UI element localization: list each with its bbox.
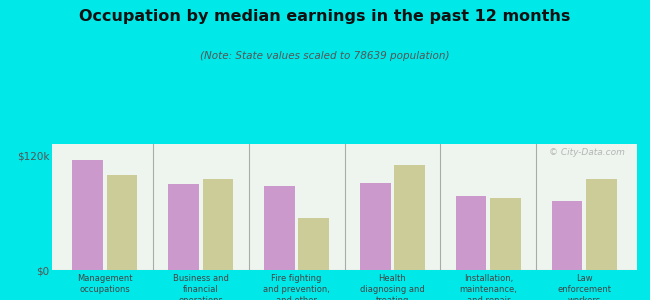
Bar <box>395 165 425 270</box>
Bar <box>298 218 329 270</box>
Bar <box>552 201 582 270</box>
Text: Occupation by median earnings in the past 12 months: Occupation by median earnings in the pas… <box>79 9 571 24</box>
Bar <box>72 160 103 270</box>
Bar <box>360 183 391 270</box>
Text: © City-Data.com: © City-Data.com <box>549 148 625 157</box>
Bar <box>490 198 521 270</box>
Bar <box>586 179 617 270</box>
Bar <box>456 196 486 270</box>
Bar <box>264 186 294 270</box>
Bar <box>107 175 137 270</box>
Text: (Note: State values scaled to 78639 population): (Note: State values scaled to 78639 popu… <box>200 51 450 61</box>
Bar <box>203 179 233 270</box>
Bar <box>168 184 199 270</box>
